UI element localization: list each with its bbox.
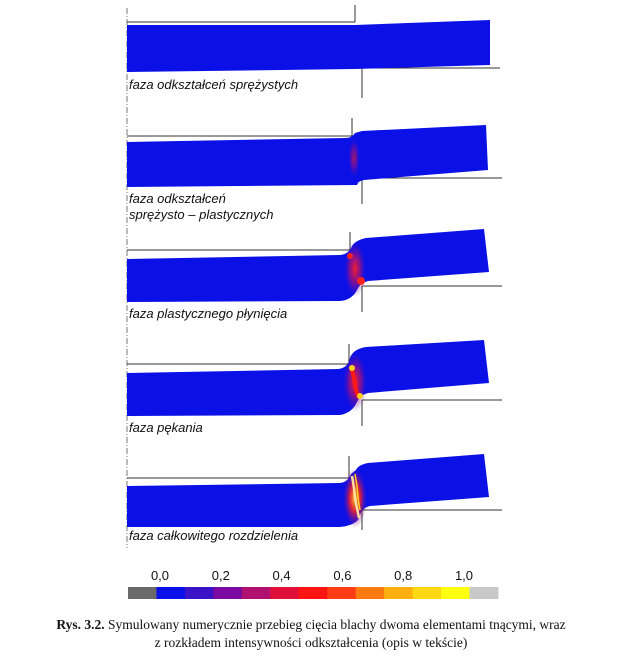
color-scale-tick-label: 1,0 [455,568,473,583]
color-scale-segment [384,587,414,599]
color-scale-tick-label: 0,4 [273,568,291,583]
color-scale-bar [128,587,499,599]
phase-2-label-line-1: faza odkształceń [129,191,226,206]
phase-2-label-line-2: sprężysto – plastycznych [129,207,274,222]
phase-4-label-line-1: faza pękania [129,420,203,435]
phase-5-panel [127,454,502,530]
strain-hotspot [357,277,365,285]
color-scale-segment [128,587,157,599]
caption-line-1: Rys. 3.2. Symulowany numerycznie przebie… [0,616,622,634]
color-scale-segment [327,587,357,599]
color-scale-segment [298,587,328,599]
strain-zone [344,241,366,297]
phase-3-panel [127,229,502,312]
caption-line-2: z rozkładem intensywności odkształcenia … [154,635,468,650]
color-scale-segment [241,587,271,599]
crack-tip [349,365,355,371]
color-scale-segment [355,587,385,599]
strain-band [349,365,361,399]
phase-2-label: faza odkształceń sprężysto – plastycznyc… [129,191,274,222]
color-scale-ticks: 0,0 0,2 0,4 0,6 0,8 1,0 [151,568,473,583]
fracture-line [354,473,361,511]
phase-3-label: faza plastycznego płynięcia [129,306,287,321]
phase-5-label: faza całkowitego rozdzielenia [129,528,298,543]
sheet-metal [127,340,489,416]
phase-1-label-line-1: faza odkształceń sprężystych [129,77,298,92]
sheet-metal [127,125,488,187]
color-scale-segment [270,587,300,599]
phase-4-label: faza pękania [129,420,203,435]
color-scale-segment [213,587,243,599]
strain-zone [348,138,360,178]
phase-2-panel [127,118,502,204]
color-scale-tick-label: 0,6 [333,568,351,583]
color-scale-segment [469,587,499,599]
sheet-metal [127,454,489,527]
phase-5-label-line-1: faza całkowitego rozdzielenia [129,528,298,543]
color-scale-segment [412,587,442,599]
strain-hotspot [347,253,353,259]
color-scale-segment [156,587,186,599]
caption-text-1: Symulowany numerycznie przebieg cięcia b… [107,617,566,632]
fracture-line [350,475,361,519]
sheet-metal [127,229,489,302]
color-scale-tick-label: 0,8 [394,568,412,583]
figure-caption: Rys. 3.2. Symulowany numerycznie przebie… [0,616,622,652]
crack-tip [357,393,363,399]
phase-3-label-line-1: faza plastycznego płynięcia [129,306,287,321]
phase-1-panel [127,5,500,98]
color-scale-tick-label: 0,2 [212,568,230,583]
phase-1-label: faza odkształceń sprężystych [129,77,298,92]
phase-4-panel [127,340,502,426]
color-scale-segment [184,587,214,599]
color-scale-tick-label: 0,0 [151,568,169,583]
color-scale-segment [441,587,470,599]
caption-ref: Rys. 3.2. [56,617,105,632]
sheet-metal [127,20,490,72]
